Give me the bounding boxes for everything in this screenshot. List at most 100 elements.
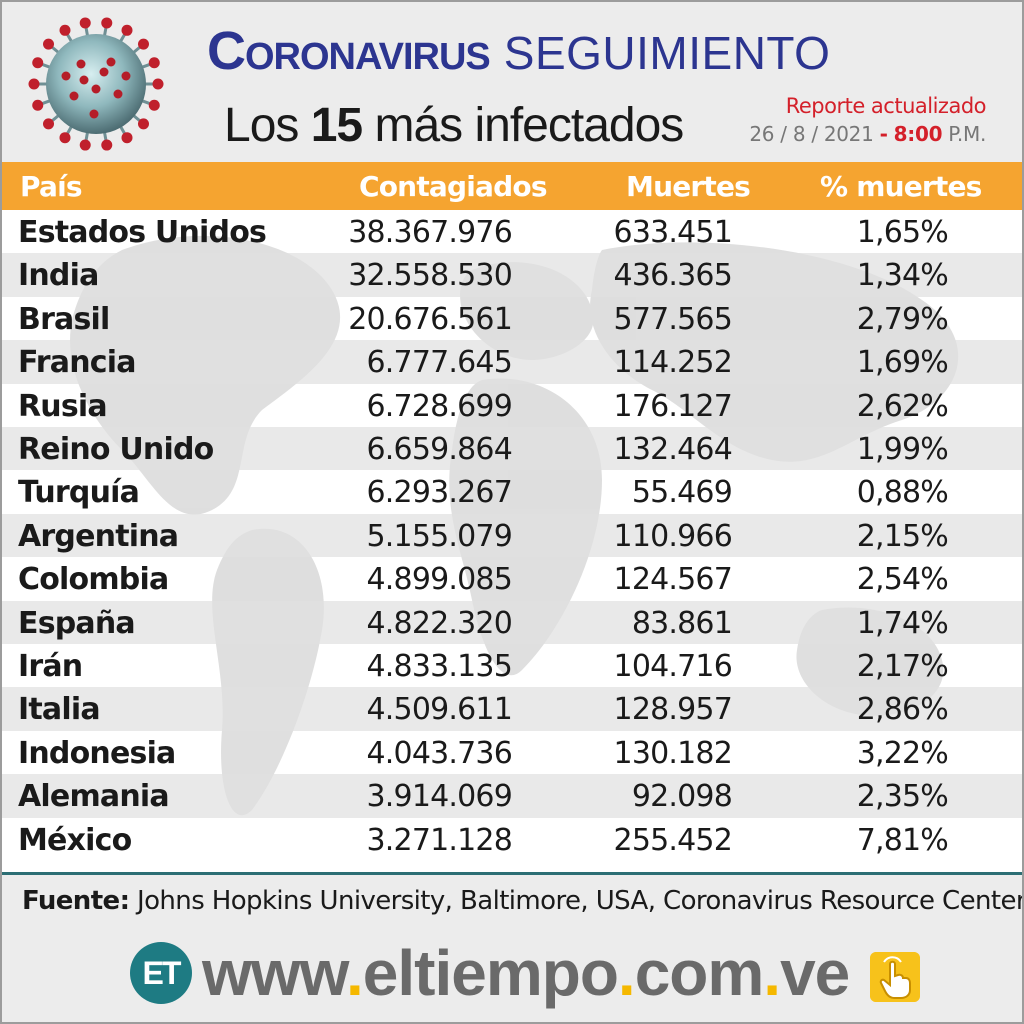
cell-country: Indonesia	[18, 735, 176, 771]
subtitle-number: 15	[310, 99, 363, 152]
url-dot: .	[763, 937, 781, 1009]
title: Coronavirus SEGUIMIENTO	[207, 20, 830, 82]
cell-cases: 6.659.864	[366, 432, 513, 467]
url-part: www	[202, 937, 347, 1009]
url-part: com	[634, 937, 765, 1009]
report-date-separator: /	[811, 122, 818, 146]
report-ampm: P.M.	[948, 122, 986, 146]
url-dot: .	[345, 937, 364, 1009]
cell-death-pct: 2,62%	[856, 388, 949, 424]
cell-country: Rusia	[18, 388, 108, 424]
column-header-deaths: Muertes	[626, 170, 751, 203]
report-month: 8	[792, 122, 806, 146]
report-year: 2021	[823, 122, 874, 146]
cell-death-pct: 2,35%	[856, 779, 949, 815]
cell-death-pct: 7,81%	[856, 822, 949, 858]
cell-country: Colombia	[18, 562, 169, 598]
cell-deaths: 577.565	[613, 301, 733, 337]
cell-country: Turquía	[18, 475, 140, 511]
report-date-separator: /	[780, 122, 787, 146]
divider	[2, 872, 1022, 875]
cell-country: Reino Unido	[18, 432, 214, 467]
source-note: Fuente: Johns Hopkins University, Baltim…	[22, 886, 1024, 916]
cell-death-pct: 0,88%	[856, 475, 949, 511]
report-date: 26 / 8 / 2021 - 8:00 P.M.	[749, 122, 986, 146]
source-label: Fuente:	[22, 886, 130, 916]
cell-cases: 5.155.079	[366, 518, 513, 554]
column-header-cases: Contagiados	[359, 170, 547, 203]
cell-death-pct: 2,54%	[856, 562, 949, 598]
cell-cases: 20.676.561	[348, 301, 513, 337]
et-logo: ET	[130, 942, 192, 1004]
cell-cases: 38.367.976	[348, 215, 513, 250]
cell-cases: 4.043.736	[366, 735, 513, 771]
cell-deaths: 633.451	[613, 215, 733, 250]
table-row: Indonesia 4.043.736 130.182 3,22%	[2, 731, 1022, 774]
cell-deaths: 436.365	[613, 258, 733, 294]
table-row: Francia 6.777.645 114.252 1,69%	[2, 340, 1022, 384]
url-dot: .	[617, 937, 636, 1009]
subtitle-prefix: Los	[224, 99, 311, 152]
table-row: Colombia 4.899.085 124.567 2,54%	[2, 557, 1022, 600]
cell-deaths: 128.957	[613, 692, 733, 728]
cell-death-pct: 1,69%	[856, 345, 949, 381]
cell-country: India	[18, 258, 99, 294]
cell-death-pct: 1,99%	[856, 432, 949, 467]
source-text: Johns Hopkins University, Baltimore, USA…	[129, 886, 1024, 916]
cell-deaths: 176.127	[613, 388, 733, 424]
report-day: 26	[749, 122, 775, 146]
cell-deaths: 255.452	[613, 822, 733, 858]
column-header-death-pct: % muertes	[820, 170, 982, 203]
cell-cases: 6.728.699	[366, 388, 513, 424]
cell-cases: 6.293.267	[366, 475, 513, 511]
table-row: Turquía 6.293.267 55.469 0,88%	[2, 470, 1022, 513]
data-table: País Contagiados Muertes % muertes Estad…	[2, 162, 1022, 872]
table-row: Alemania 3.914.069 92.098 2,35%	[2, 774, 1022, 818]
cell-death-pct: 1,34%	[856, 258, 949, 294]
cell-deaths: 132.464	[613, 432, 733, 467]
coronavirus-icon	[28, 17, 164, 151]
table-row: Irán 4.833.135 104.716 2,17%	[2, 644, 1022, 687]
cell-deaths: 92.098	[631, 779, 733, 815]
cell-death-pct: 2,86%	[856, 692, 949, 728]
cell-country: España	[18, 605, 136, 641]
report-time-separator: -	[879, 122, 888, 146]
column-header-country: País	[20, 170, 83, 203]
table-row: Estados Unidos 38.367.976 633.451 1,65%	[2, 210, 1022, 253]
cell-cases: 4.833.135	[366, 649, 513, 684]
table-row: Brasil 20.676.561 577.565 2,79%	[2, 297, 1022, 340]
cell-deaths: 55.469	[631, 475, 733, 511]
table-row: Rusia 6.728.699 176.127 2,62%	[2, 384, 1022, 427]
cell-cases: 3.271.128	[366, 822, 513, 858]
report-label: Reporte actualizado	[785, 94, 987, 118]
cell-cases: 32.558.530	[348, 258, 513, 294]
title-sub: SEGUIMIENTO	[503, 27, 831, 79]
cell-country: Francia	[18, 345, 136, 381]
website-url[interactable]: www.eltiempo.com.ve	[202, 936, 850, 1010]
cell-country: Alemania	[18, 779, 170, 815]
cell-death-pct: 2,17%	[856, 649, 949, 684]
cell-cases: 6.777.645	[366, 345, 513, 381]
report-info: Reporte actualizado 26 / 8 / 2021 - 8:00…	[749, 94, 986, 146]
header: Coronavirus SEGUIMIENTO Los 15 más infect…	[2, 2, 1022, 162]
cell-country: Argentina	[18, 518, 179, 554]
report-time: 8:00	[893, 122, 943, 146]
cell-cases: 4.899.085	[366, 562, 513, 598]
url-part: eltiempo	[362, 937, 619, 1009]
cell-death-pct: 1,74%	[856, 605, 949, 641]
cell-cases: 4.822.320	[366, 605, 513, 641]
cell-death-pct: 3,22%	[856, 735, 949, 771]
table-row: Reino Unido 6.659.864 132.464 1,99%	[2, 427, 1022, 471]
brand-bar: ET www.eltiempo.com.ve	[130, 936, 930, 1010]
url-part: ve	[780, 937, 850, 1009]
cell-deaths: 83.861	[631, 605, 733, 641]
cell-deaths: 114.252	[613, 345, 733, 381]
table-row: España 4.822.320 83.861 1,74%	[2, 600, 1022, 644]
cell-country: Irán	[18, 649, 83, 684]
cell-cases: 4.509.611	[366, 692, 513, 728]
cell-death-pct: 2,79%	[856, 301, 949, 337]
cell-deaths: 110.966	[613, 518, 733, 554]
table-row: India 32.558.530 436.365 1,34%	[2, 253, 1022, 297]
cell-death-pct: 2,15%	[856, 518, 949, 554]
